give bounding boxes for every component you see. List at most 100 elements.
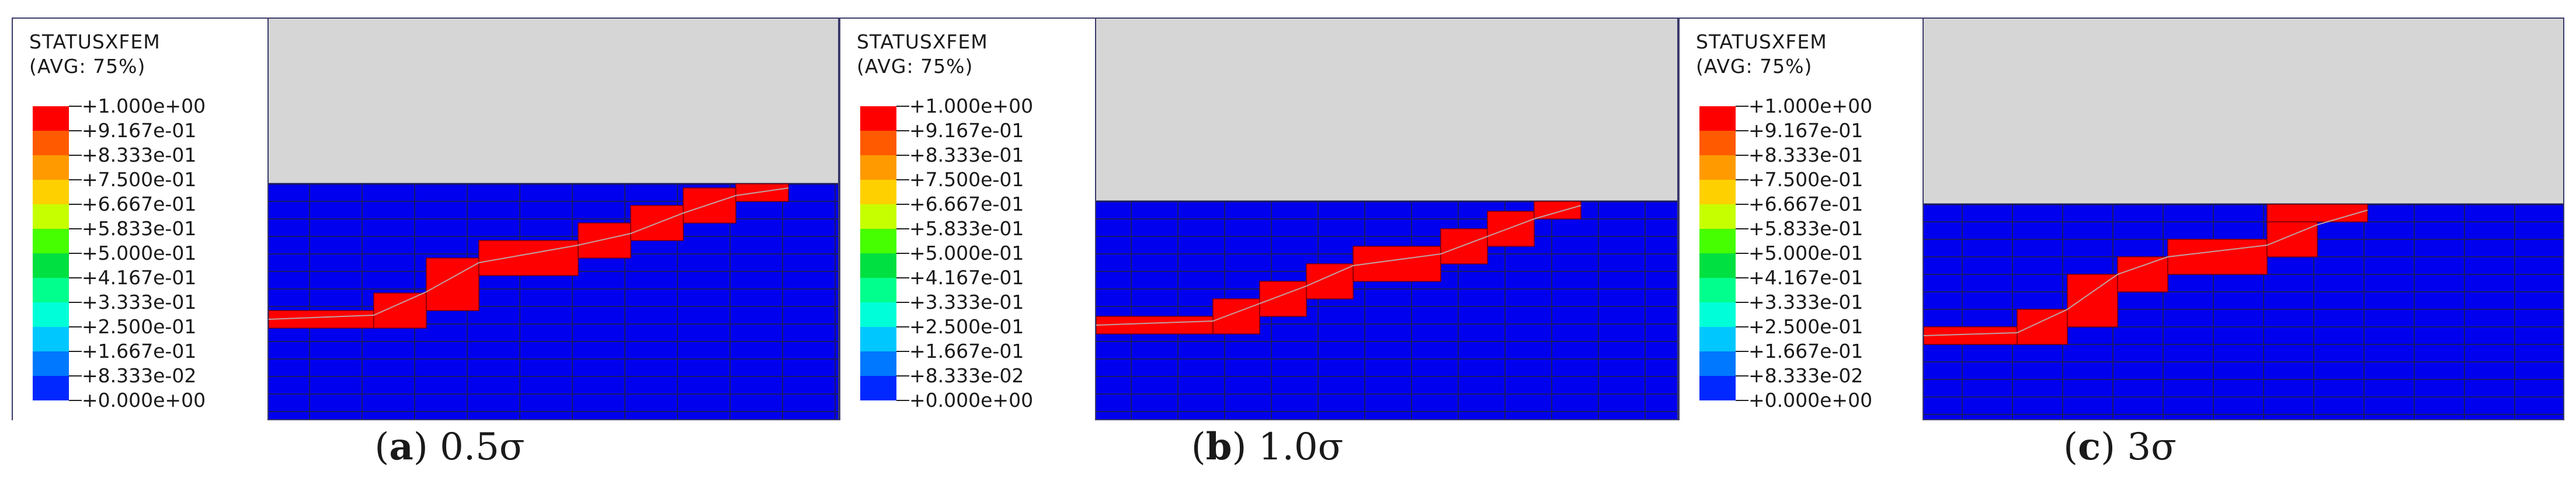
- legend-swatch: [33, 376, 69, 400]
- uncracked-region: [1924, 18, 2564, 204]
- legend-tick: [1736, 277, 1748, 278]
- legend-swatch: [1699, 229, 1736, 253]
- legend-label: +3.333e-01: [909, 291, 1024, 313]
- legend-tick: [1736, 400, 1748, 401]
- legend-swatch: [33, 278, 69, 302]
- legend-subtitle: (AVG: 75%): [29, 55, 146, 78]
- legend-swatch: [1699, 376, 1736, 400]
- legend-label: +6.667e-01: [909, 193, 1024, 215]
- legend-color-band: [860, 351, 896, 376]
- crack-path: [1096, 205, 1581, 326]
- legend-color-band: [33, 106, 69, 131]
- panel-c: STATUSXFEM (AVG: 75%) +1.000e+00 +9.167e-…: [1678, 18, 2564, 420]
- legend-a: STATUSXFEM (AVG: 75%) +1.000e+00 +9.167e-…: [12, 18, 269, 420]
- crack-path: [268, 187, 789, 320]
- cracked-element: [1534, 201, 1581, 219]
- legend-swatch: [33, 204, 69, 229]
- legend-tick: [896, 253, 909, 254]
- cracked-element: [2167, 239, 2268, 275]
- legend-title: STATUSXFEM: [857, 30, 988, 53]
- legend-label: +3.333e-01: [1748, 291, 1864, 313]
- legend-color-band: [860, 302, 896, 327]
- cracked-element: [1440, 228, 1488, 264]
- legend-swatch: [860, 302, 896, 327]
- legend-swatch: [860, 131, 896, 155]
- legend-tick: [896, 204, 909, 205]
- legend-swatch: [860, 327, 896, 351]
- legend-tick: [69, 179, 82, 180]
- legend-swatch: [33, 351, 69, 376]
- legend-tick: [69, 204, 82, 205]
- legend-color-band: [1699, 229, 1736, 253]
- legend-swatch: [860, 229, 896, 253]
- legend-color-band: [33, 204, 69, 229]
- legend-swatch: [33, 106, 69, 131]
- legend-tick: [896, 375, 909, 377]
- legend-tick: [896, 228, 909, 229]
- legend-label: +9.167e-01: [909, 119, 1024, 142]
- legend-label: +1.667e-01: [1748, 340, 1864, 362]
- legend-tick: [1736, 155, 1748, 156]
- legend-tick: [896, 400, 909, 401]
- legend-label: +1.667e-01: [909, 340, 1024, 362]
- legend-tick: [896, 106, 909, 107]
- legend-color-band: [1699, 155, 1736, 180]
- legend-b: STATUSXFEM (AVG: 75%) +1.000e+00 +9.167e-…: [839, 18, 1096, 420]
- legend-color-band: [860, 155, 896, 180]
- legend-tick: [69, 277, 82, 278]
- panel-b: STATUSXFEM (AVG: 75%) +1.000e+00 +9.167e-…: [839, 18, 1678, 420]
- legend-label: +7.500e-01: [82, 168, 197, 191]
- legend-swatch: [1699, 253, 1736, 278]
- legend-tick: [1736, 106, 1748, 107]
- legend-color-band: [33, 131, 69, 155]
- legend-color-band: [860, 229, 896, 253]
- legend-label: +6.667e-01: [1748, 193, 1864, 215]
- cracked-element: [373, 292, 427, 329]
- crack-path: [1923, 210, 2368, 336]
- legend-color-band: [860, 253, 896, 278]
- legend-swatch: [860, 253, 896, 278]
- legend-tick: [896, 179, 909, 180]
- legend-title: STATUSXFEM: [29, 30, 161, 53]
- caption-value: 0.5σ: [440, 426, 525, 469]
- mesh-region: [1912, 204, 2564, 420]
- legend-label: +4.167e-01: [1748, 266, 1864, 289]
- legend-tick: [1736, 204, 1748, 205]
- legend-swatch: [33, 229, 69, 253]
- legend-color-band: [860, 278, 896, 302]
- mesh-region: [1084, 201, 1678, 420]
- legend-label: +8.333e-01: [1748, 144, 1864, 166]
- legend-color-band: [33, 155, 69, 180]
- legend-tick: [69, 400, 82, 401]
- legend-tick: [69, 130, 82, 131]
- mesh-plot-c: [1678, 18, 2564, 420]
- legend-label: +5.000e-01: [1748, 242, 1864, 264]
- legend-label: +5.833e-01: [82, 217, 197, 240]
- legend-tick: [69, 253, 82, 254]
- legend-label: +2.500e-01: [82, 315, 197, 338]
- cracked-element: [2266, 204, 2368, 222]
- cracked-element: [426, 257, 479, 311]
- legend-swatch: [860, 155, 896, 180]
- cracked-element: [2266, 221, 2318, 257]
- legend-label: +5.000e-01: [82, 242, 197, 264]
- legend-label: +0.000e+00: [1748, 389, 1873, 412]
- legend-title: STATUSXFEM: [1696, 30, 1827, 53]
- legend-label: +6.667e-01: [82, 193, 197, 215]
- legend-tick: [69, 375, 82, 377]
- caption-letter: (c): [2063, 425, 2116, 469]
- legend-color-band: [1699, 253, 1736, 278]
- legend-color-band: [860, 376, 896, 400]
- legend-label: +1.000e+00: [82, 95, 206, 117]
- caption-letter: (b): [1191, 425, 1247, 469]
- caption-value: 3σ: [2127, 426, 2177, 469]
- legend-label: +8.333e-01: [909, 144, 1024, 166]
- legend-tick: [69, 228, 82, 229]
- legend-label: +5.000e-01: [909, 242, 1024, 264]
- legend-label: +7.500e-01: [909, 168, 1024, 191]
- legend-color-band: [1699, 106, 1736, 131]
- legend-color-band: [1699, 302, 1736, 327]
- legend-label: +8.333e-02: [82, 364, 197, 387]
- legend-label: +2.500e-01: [1748, 315, 1864, 338]
- legend-label: +0.000e+00: [909, 389, 1034, 412]
